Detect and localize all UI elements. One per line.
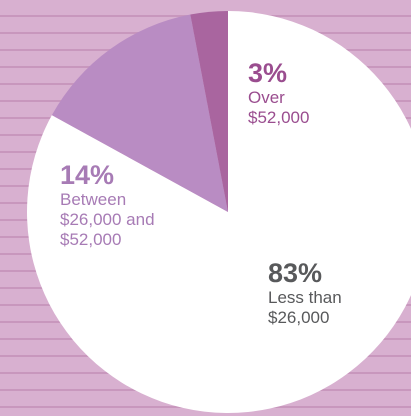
percent-label: 3% xyxy=(248,58,288,88)
percent-label: 14% xyxy=(60,160,115,190)
category-label: Less than $26,000 xyxy=(268,288,342,327)
slice-label: 83% Less than $26,000 xyxy=(268,258,368,328)
pie-slice xyxy=(190,11,228,212)
pie-slice xyxy=(51,14,228,213)
slice-label: 14% Between $26,000 and $52,000 xyxy=(60,160,178,250)
slice-label: 3% Over $52,000 xyxy=(248,58,333,128)
category-label: Over $52,000 xyxy=(248,88,310,127)
pie-slice xyxy=(27,11,411,413)
percent-label: 83% xyxy=(268,258,323,288)
category-label: Between $26,000 and $52,000 xyxy=(60,190,155,249)
